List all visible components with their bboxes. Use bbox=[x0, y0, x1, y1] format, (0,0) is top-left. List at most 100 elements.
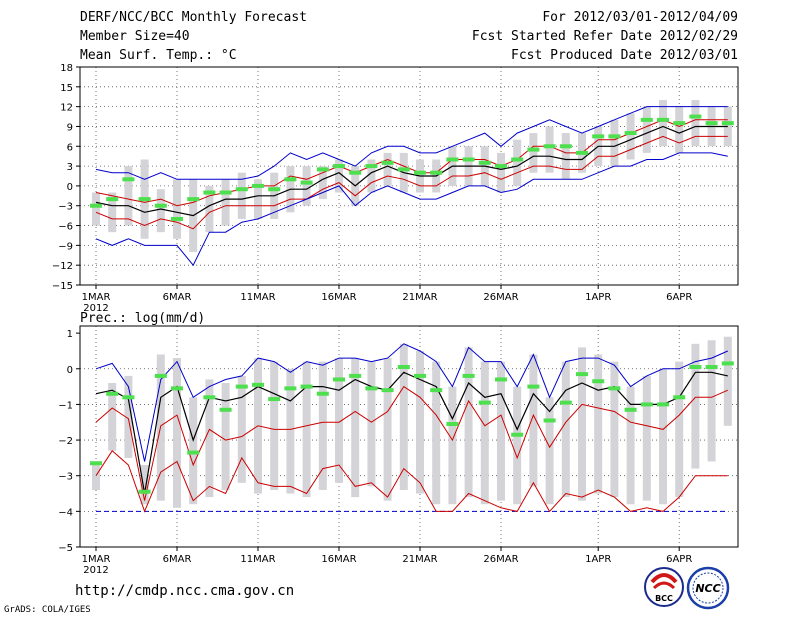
prec-ensemble-box bbox=[124, 375, 133, 458]
prec-ensemble-box bbox=[108, 383, 117, 451]
temp-ensemble-box bbox=[108, 192, 117, 233]
temp-observed-marker bbox=[284, 177, 297, 182]
temp-observed-marker bbox=[90, 203, 102, 208]
temp-ensemble-box bbox=[318, 166, 327, 200]
prec-observed-marker bbox=[316, 391, 329, 396]
temp-observed-marker bbox=[300, 180, 313, 185]
prec-ensemble-box bbox=[416, 350, 424, 494]
prec-observed-marker bbox=[559, 400, 572, 405]
temp-observed-marker bbox=[430, 170, 443, 175]
temp-y-tick-label: −9 bbox=[58, 241, 73, 252]
prec-observed-marker bbox=[527, 384, 540, 389]
prec-ensemble-box bbox=[318, 361, 327, 490]
temp-observed-marker bbox=[721, 121, 734, 126]
prec-observed-marker bbox=[90, 461, 102, 466]
prec-ensemble-box bbox=[594, 354, 603, 494]
temp-y-tick-label: 3 bbox=[67, 162, 73, 173]
temp-ensemble-box bbox=[302, 166, 311, 206]
prec-observed-marker bbox=[138, 489, 151, 494]
temp-observed-marker bbox=[397, 167, 410, 172]
temp-y-tick-label: −3 bbox=[58, 202, 73, 213]
temp-observed-marker bbox=[316, 167, 329, 172]
prec-ensemble-box bbox=[578, 347, 586, 501]
temp-ensemble-box bbox=[659, 100, 667, 147]
prec-observed-marker bbox=[673, 395, 686, 400]
temp-observed-marker bbox=[235, 187, 248, 192]
temp-observed-marker bbox=[106, 197, 119, 202]
prec-observed-marker bbox=[689, 364, 702, 369]
prec-observed-marker bbox=[349, 373, 362, 378]
prec-series-upper bbox=[95, 385, 729, 501]
prec-y-tick-label: −3 bbox=[58, 472, 73, 483]
prec-y-tick-label: 1 bbox=[67, 329, 73, 340]
prec-observed-marker bbox=[252, 382, 264, 387]
prec-y-tick-label: −4 bbox=[58, 507, 73, 518]
temp-observed-marker bbox=[154, 203, 167, 208]
temp-observed-marker bbox=[592, 134, 605, 139]
prec-observed-marker bbox=[705, 364, 718, 369]
prec-observed-marker bbox=[511, 432, 524, 437]
prec-ensemble-box bbox=[432, 361, 441, 505]
temp-ensemble-box bbox=[513, 139, 522, 186]
prec-observed-marker bbox=[365, 386, 378, 391]
prec-ensemble-box bbox=[642, 375, 651, 501]
temp-ensemble-box bbox=[367, 159, 376, 193]
prec-ensemble-box bbox=[92, 461, 100, 490]
temp-observed-marker bbox=[543, 144, 556, 149]
prec-ensemble-box bbox=[173, 358, 181, 508]
temp-ensemble-box bbox=[205, 185, 214, 233]
temp-ensemble-box bbox=[156, 189, 165, 233]
prec-x-tick-label: 6APR bbox=[666, 554, 692, 565]
prec-ensemble-box bbox=[205, 379, 214, 498]
prec-observed-marker bbox=[495, 377, 507, 382]
prec-ensemble-box bbox=[383, 358, 392, 501]
temp-series-lower bbox=[95, 135, 728, 230]
prec-observed-marker bbox=[576, 372, 588, 377]
prec-ensemble-box bbox=[626, 386, 635, 505]
prec-y-tick-label: −2 bbox=[58, 436, 73, 447]
source-url[interactable]: http://cmdp.ncc.cma.gov.cn bbox=[75, 583, 295, 599]
prec-observed-marker bbox=[640, 402, 653, 407]
temp-observed-marker bbox=[122, 177, 135, 182]
prec-y-tick-label: −1 bbox=[58, 400, 73, 411]
temp-series-upper bbox=[95, 119, 728, 207]
temp-ensemble-box bbox=[497, 152, 505, 193]
prec-observed-marker bbox=[592, 379, 605, 384]
prec-observed-marker bbox=[300, 384, 313, 389]
prec-ensemble-box bbox=[351, 358, 360, 498]
temp-ensemble-box bbox=[561, 133, 570, 180]
temp-observed-marker bbox=[268, 187, 281, 192]
member-size: Member Size=40 bbox=[80, 29, 190, 44]
logos: BCC NCC bbox=[644, 566, 730, 610]
temp-observed-marker bbox=[138, 197, 151, 202]
temp-y-tick-label: −15 bbox=[52, 281, 73, 292]
temp-series-max bbox=[95, 106, 728, 180]
temp-ensemble-box bbox=[92, 192, 100, 226]
temp-observed-marker bbox=[333, 164, 345, 169]
temp-y-tick-label: 12 bbox=[60, 103, 73, 114]
temp-x-tick-label: 6APR bbox=[666, 292, 692, 303]
prec-ensemble-box bbox=[140, 465, 149, 505]
prec-observed-marker bbox=[187, 450, 200, 455]
prec-ensemble-box bbox=[561, 361, 570, 498]
temp-ensemble-box bbox=[124, 166, 133, 226]
temp-y-tick-label: 18 bbox=[60, 63, 73, 74]
prec-x-tick-label: 26MAR bbox=[483, 554, 518, 565]
prec-observed-marker bbox=[203, 395, 216, 400]
temp-ensemble-box bbox=[254, 179, 262, 219]
temp-observed-marker bbox=[559, 144, 572, 149]
prec-observed-marker bbox=[608, 386, 621, 391]
temp-observed-marker bbox=[203, 190, 216, 195]
temp-ensemble-box bbox=[173, 179, 181, 239]
temp-ensemble-box bbox=[237, 172, 246, 219]
temp-x-tick-label: 26MAR bbox=[483, 292, 518, 303]
temp-x-tick-label: 11MAR bbox=[240, 292, 275, 303]
temp-observed-marker bbox=[252, 183, 264, 188]
temp-x-tick-label: 6MAR bbox=[163, 292, 192, 303]
grads-credit: GrADS: COLA/IGES bbox=[4, 605, 91, 615]
produced-date: Fcst Produced Date 2012/03/01 bbox=[511, 48, 738, 63]
temp-observed-marker bbox=[527, 147, 540, 152]
prec-x-tick-label: 21MAR bbox=[402, 554, 437, 565]
temp-series-min bbox=[95, 152, 728, 267]
